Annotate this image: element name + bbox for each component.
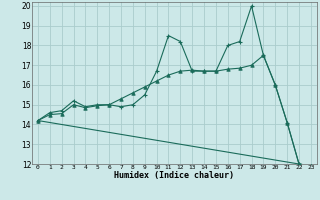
X-axis label: Humidex (Indice chaleur): Humidex (Indice chaleur) <box>115 171 234 180</box>
